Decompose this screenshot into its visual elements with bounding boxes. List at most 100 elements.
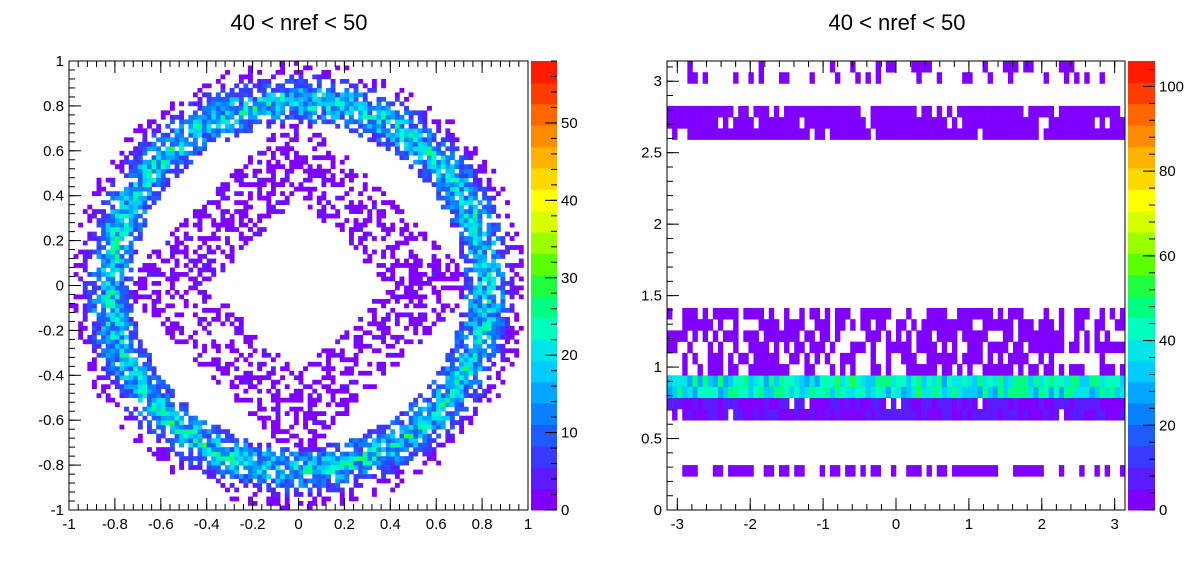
heatmap-cell	[151, 263, 157, 268]
heatmap-cell	[96, 375, 102, 381]
heatmap-cell	[491, 294, 497, 300]
heatmap-cell	[962, 386, 968, 399]
heatmap-cell	[344, 218, 350, 223]
heatmap-cell	[307, 397, 313, 403]
heatmap-cell	[707, 397, 714, 410]
heatmap-cell	[459, 285, 465, 291]
heatmap-cell	[298, 447, 304, 452]
heatmap-cell	[518, 294, 524, 300]
heatmap-cell	[133, 379, 139, 385]
heatmap-chart-left: -1 -0.8 -0.6 -0.4 -0.2 0 0.2 0.4 0.6 0.8 1-1-0.8-0…	[38, 53, 578, 533]
heatmap-cell	[962, 319, 968, 331]
heatmap-cell	[303, 384, 308, 390]
heatmap-cell	[422, 429, 428, 434]
heatmap-cell	[114, 384, 120, 390]
heatmap-cell	[321, 74, 327, 80]
heatmap-cell	[321, 168, 327, 174]
heatmap-cell	[326, 361, 331, 367]
heatmap-cell	[758, 386, 764, 399]
heatmap-cell	[137, 348, 143, 354]
heatmap-cell	[261, 415, 267, 421]
heatmap-cell	[142, 281, 148, 286]
heatmap-cell	[987, 128, 993, 140]
heatmap-cell	[202, 294, 207, 300]
heatmap-cell	[307, 114, 313, 120]
heatmap-cell	[840, 408, 846, 421]
heatmap-cell	[344, 460, 350, 466]
heatmap-cell	[284, 150, 290, 156]
heatmap-cell	[257, 213, 263, 219]
heatmap-cell	[151, 164, 157, 170]
heatmap-cell	[486, 281, 492, 286]
heatmap-cell	[987, 319, 993, 331]
heatmap-cell	[215, 227, 221, 232]
heatmap-cell	[316, 132, 322, 138]
heatmap-cell	[206, 465, 212, 470]
heatmap-cell	[303, 483, 308, 488]
heatmap-cell	[229, 465, 235, 470]
heatmap-cell	[809, 397, 815, 410]
heatmap-cell	[174, 424, 180, 430]
heatmap-cell	[728, 386, 734, 399]
heatmap-cell	[225, 101, 230, 107]
heatmap-cell	[147, 384, 152, 390]
heatmap-cell	[160, 397, 166, 403]
heatmap-cell	[238, 321, 244, 327]
heatmap-cell	[436, 402, 442, 408]
heatmap-cell	[381, 119, 387, 125]
heatmap-cell	[509, 285, 515, 291]
heatmap-cell	[1079, 397, 1085, 410]
heatmap-cell	[105, 366, 111, 372]
heatmap-cell	[509, 325, 515, 331]
heatmap-cell	[906, 341, 912, 354]
heatmap-cell	[220, 366, 226, 372]
heatmap-cell	[248, 105, 253, 111]
heatmap-cell	[1058, 307, 1065, 320]
heatmap-cell	[381, 316, 387, 322]
heatmap-cell	[1013, 352, 1019, 365]
heatmap-cell	[248, 352, 253, 358]
heatmap-cell	[252, 105, 258, 111]
heatmap-cell	[394, 209, 400, 214]
heatmap-cell	[316, 492, 322, 497]
heatmap-cell	[234, 438, 240, 443]
heatmap-cell	[477, 231, 483, 237]
heatmap-cell	[105, 191, 111, 196]
heatmap-cell	[137, 339, 143, 345]
heatmap-cell	[211, 357, 217, 363]
heatmap-cell	[183, 137, 189, 143]
heatmap-cell	[124, 321, 129, 327]
heatmap-cell	[257, 110, 263, 116]
heatmap-cell	[280, 375, 286, 381]
heatmap-cell	[78, 334, 84, 340]
heatmap-cell	[482, 263, 487, 268]
heatmap-cell	[156, 294, 162, 300]
heatmap-cell	[257, 447, 263, 452]
heatmap-cell	[160, 384, 166, 390]
heatmap-cell	[814, 352, 820, 365]
heatmap-cell	[477, 393, 483, 399]
heatmap-cell	[326, 483, 331, 488]
heatmap-cell	[284, 483, 290, 488]
heatmap-cell	[252, 96, 258, 102]
heatmap-cell	[298, 483, 304, 488]
heatmap-cell	[794, 341, 800, 354]
heatmap-cell	[472, 357, 478, 363]
heatmap-cell	[390, 487, 396, 493]
heatmap-cell	[353, 209, 359, 214]
heatmap-cell	[128, 370, 134, 376]
heatmap-cell	[477, 236, 483, 241]
heatmap-cell	[682, 105, 688, 118]
heatmap-cell	[371, 186, 377, 192]
heatmap-cell	[404, 128, 409, 134]
heatmap-cell	[225, 92, 230, 98]
heatmap-cell	[243, 483, 249, 488]
heatmap-cell	[921, 61, 927, 73]
heatmap-cell	[114, 379, 120, 385]
heatmap-cell	[472, 330, 478, 336]
heatmap-cell	[229, 173, 235, 179]
heatmap-cell	[1114, 105, 1121, 118]
heatmap-cell	[702, 330, 709, 342]
heatmap-cell	[344, 330, 350, 336]
heatmap-cell	[1058, 330, 1065, 342]
